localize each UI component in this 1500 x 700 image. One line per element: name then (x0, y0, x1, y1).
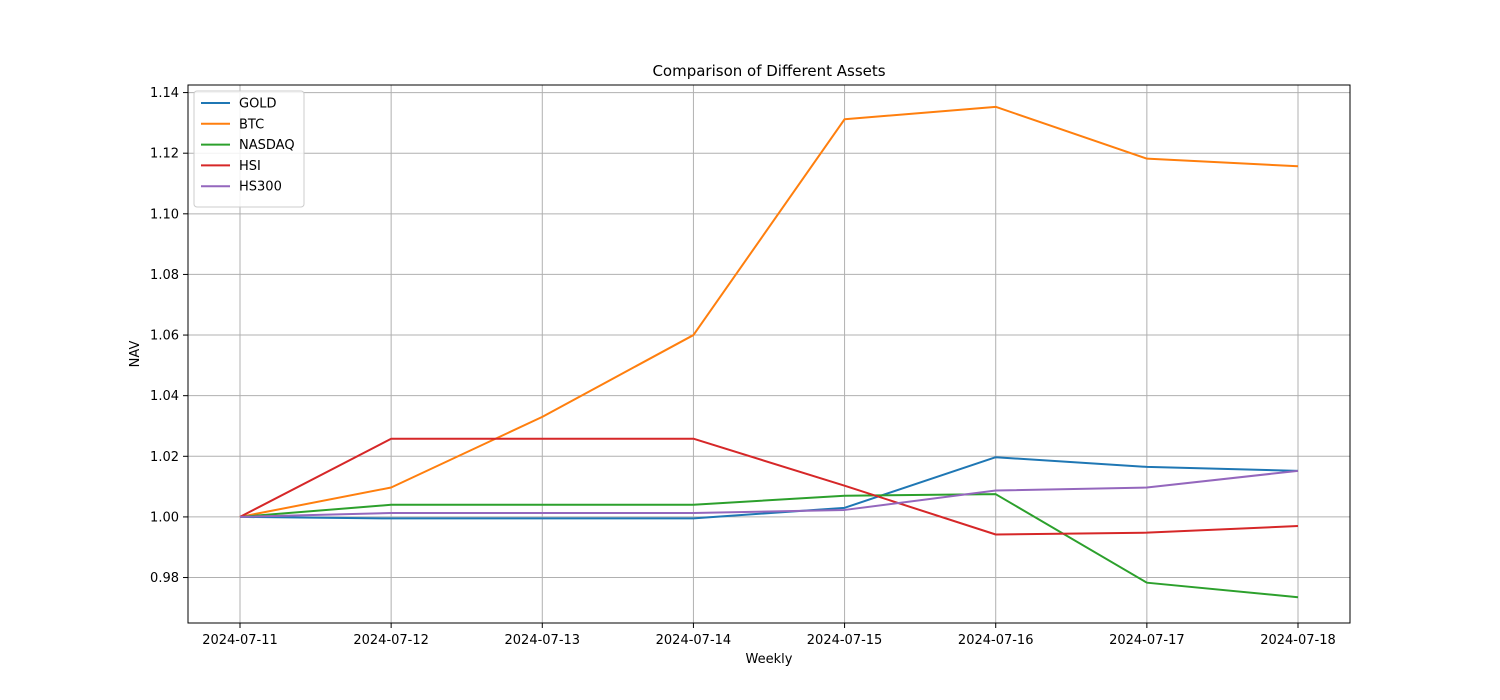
legend: GOLD BTC NASDAQ HSI HS300 (193, 90, 305, 208)
y-tick-label: 1.00 (150, 510, 179, 525)
legend-label: HS300 (239, 180, 282, 195)
series-line-gold (239, 456, 1299, 520)
x-axis-label: Weekly (746, 652, 793, 667)
grid-lines (188, 85, 1350, 623)
x-tick-label: 2024-07-16 (958, 633, 1034, 648)
y-axis-label: NAV (128, 341, 143, 368)
y-tick-label: 1.12 (150, 147, 179, 162)
legend-label: GOLD (239, 97, 277, 112)
y-tick-label: 1.04 (150, 389, 179, 404)
x-tick-label: 2024-07-13 (505, 633, 581, 648)
legend-box (193, 90, 305, 208)
series-line-nasdaq (239, 493, 1299, 599)
x-axis: 2024-07-11 2024-07-12 2024-07-13 2024-07-14… (202, 623, 1336, 648)
plot-frame (187, 84, 1351, 624)
x-tick-label: 2024-07-18 (1260, 633, 1336, 648)
y-tick-label: 1.14 (150, 86, 179, 101)
y-tick-label: 1.06 (150, 329, 179, 344)
series-line-hsi (239, 437, 1299, 536)
series-line-hs300 (239, 469, 1299, 518)
y-tick-label: 1.02 (150, 450, 179, 465)
x-tick-label: 2024-07-14 (656, 633, 732, 648)
y-tick-label: 1.10 (150, 207, 179, 222)
y-axis: 0.98 1.00 1.02 1.04 1.06 1.08 1.10 1.12 1.14 (150, 86, 188, 586)
x-tick-label: 2024-07-11 (202, 633, 278, 648)
y-tick-label: 1.08 (150, 268, 179, 283)
series-lines (239, 105, 1299, 599)
y-tick-label: 0.98 (150, 571, 179, 586)
legend-label: NASDAQ (239, 138, 295, 153)
chart-title: Comparison of Different Assets (652, 62, 885, 80)
x-tick-label: 2024-07-12 (353, 633, 429, 648)
series-line-btc (239, 105, 1299, 518)
legend-label: HSI (239, 159, 261, 174)
x-tick-label: 2024-07-15 (807, 633, 883, 648)
x-tick-label: 2024-07-17 (1109, 633, 1185, 648)
legend-label: BTC (239, 117, 264, 132)
